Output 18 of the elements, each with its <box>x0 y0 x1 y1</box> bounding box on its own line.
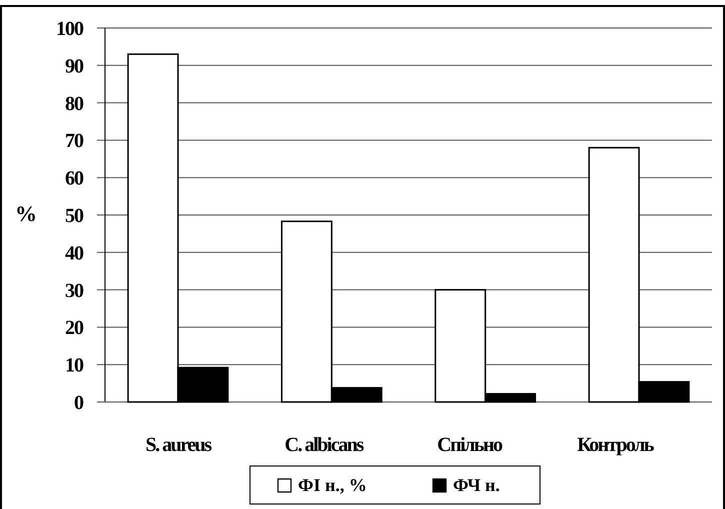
x-tick-label: Контроль <box>577 434 655 456</box>
y-tick-label: 100 <box>56 18 84 40</box>
x-tick-label: Спільно <box>437 434 504 456</box>
x-tick-label: C. albicans <box>284 434 364 456</box>
y-tick-label: 30 <box>65 280 84 302</box>
y-tick-label: 10 <box>65 354 84 377</box>
legend-label: ФІ н., % <box>298 475 367 495</box>
y-tick-label: 80 <box>65 92 84 115</box>
y-tick-label: 60 <box>65 168 84 190</box>
y-tick-label: 20 <box>65 317 84 340</box>
y-tick-label: 90 <box>65 55 84 78</box>
y-tick-label: 40 <box>65 242 84 264</box>
legend-label: ФЧ н. <box>453 475 500 495</box>
y-tick-label: 50 <box>65 205 84 227</box>
y-axis-title: % <box>15 201 37 226</box>
y-tick-label: 0 <box>74 392 84 414</box>
x-tick-label: S. aureus <box>145 434 212 456</box>
y-tick-label: 70 <box>65 130 84 152</box>
